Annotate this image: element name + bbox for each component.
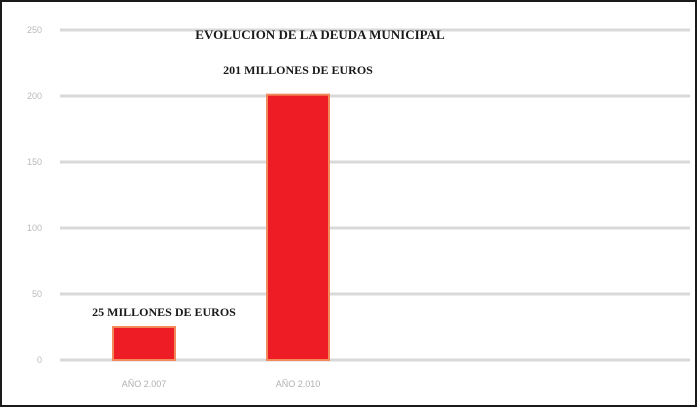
bars [112,93,330,362]
data-label: 25 MILLONES DE EUROS [92,305,236,319]
data-labels: 25 MILLONES DE EUROS 201 MILLONES DE EURO… [92,63,373,319]
bar [266,93,330,362]
y-tick-label: 200 [27,91,42,101]
y-tick-label: 0 [37,355,42,365]
x-axis-ticks: AÑO 2.007 AÑO 2.010 [122,379,321,389]
y-tick-label: 250 [27,25,42,35]
x-tick-label: AÑO 2.007 [122,379,167,389]
y-tick-label: 150 [27,157,42,167]
y-axis-ticks: 0 50 100 150 200 250 [27,25,42,365]
y-tick-label: 50 [32,289,42,299]
data-label: 201 MILLONES DE EUROS [223,63,373,77]
grid-lines [60,28,690,362]
bar [112,326,176,361]
x-tick-label: AÑO 2.010 [276,379,321,389]
y-tick-label: 100 [27,223,42,233]
chart-title: EVOLUCION DE LA DEUDA MUNICIPAL [195,27,445,42]
